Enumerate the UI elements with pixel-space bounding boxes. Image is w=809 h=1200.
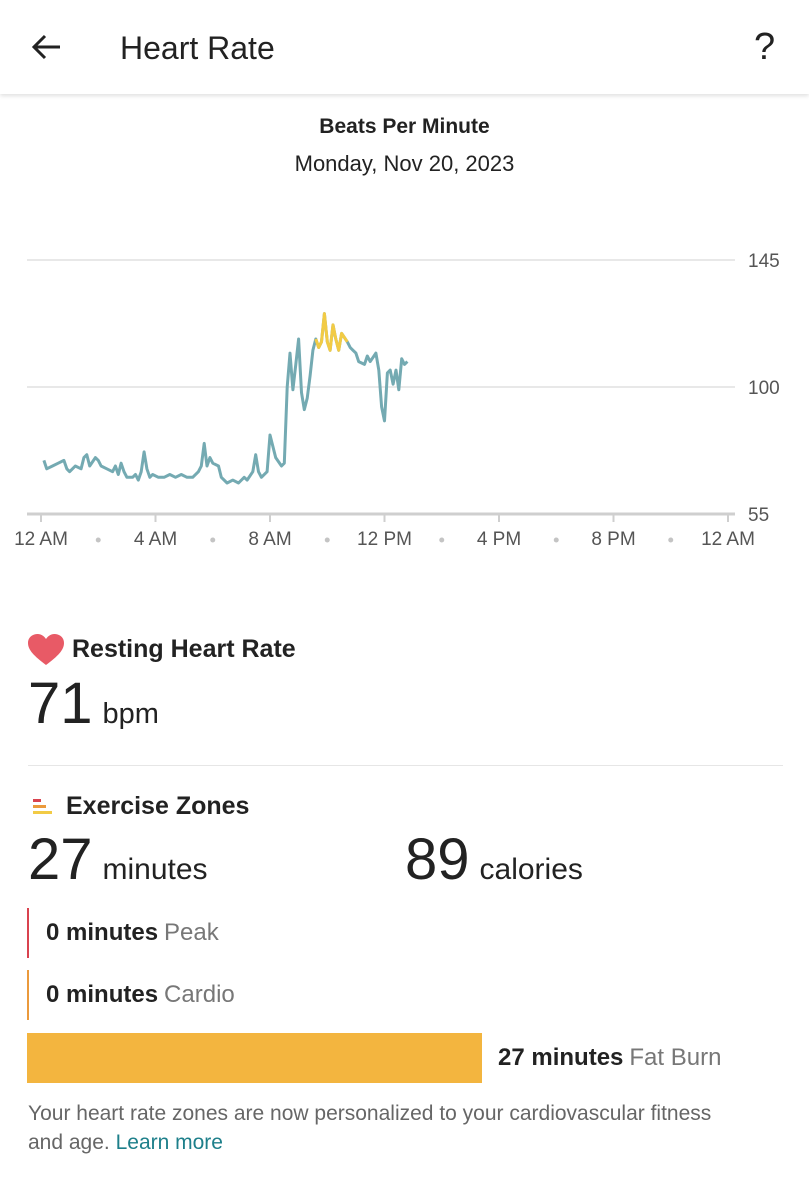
zone-minutes-value: 0 xyxy=(46,981,60,1008)
resting-title: Resting Heart Rate xyxy=(72,635,296,663)
minor-dot xyxy=(324,537,330,543)
resting-value: 71 bpm xyxy=(28,670,159,737)
zone-calories: 89 calories xyxy=(405,826,583,893)
total-minutes: 27 xyxy=(28,827,93,892)
resting-bpm: 71 xyxy=(28,671,93,736)
zone-minutes: 27 minutes xyxy=(28,826,208,893)
zone-minutes-unit: minutes xyxy=(66,919,159,946)
y-tick-label: 55 xyxy=(748,505,769,526)
x-tick-label: 8 PM xyxy=(591,529,636,550)
heart-rate-line xyxy=(314,312,349,352)
y-tick-label: 100 xyxy=(748,378,780,399)
x-tick-label: 12 AM xyxy=(701,529,755,550)
zone-name: Peak xyxy=(164,919,219,946)
zone-minutes-value: 27 xyxy=(498,1044,525,1071)
zone-row: 0 minutes Cardio xyxy=(27,970,235,1020)
calories-unit: calories xyxy=(479,853,583,886)
minor-dot xyxy=(668,537,674,543)
zone-minutes: 27 minutes xyxy=(498,1044,623,1072)
zone-row: 0 minutes Peak xyxy=(27,908,219,958)
heart-rate-line xyxy=(42,312,409,485)
minor-dot xyxy=(210,537,216,543)
footer-text: Your heart rate zones are now personaliz… xyxy=(28,1102,712,1154)
minor-dot xyxy=(95,537,101,543)
zone-minutes-unit: minutes xyxy=(531,1044,624,1071)
divider xyxy=(28,765,783,766)
chart: 55 100 145 xyxy=(27,251,780,543)
heart-icon xyxy=(28,634,64,665)
zone-row: 27 minutes Fat Burn xyxy=(27,1033,721,1083)
app-bar: Heart Rate ? xyxy=(0,0,809,94)
x-tick-label: 12 PM xyxy=(357,529,412,550)
help-button[interactable]: ? xyxy=(754,26,776,68)
zone-bar xyxy=(27,1033,482,1083)
chart-subtitle: Monday, Nov 20, 2023 xyxy=(294,151,515,176)
resting-unit: bpm xyxy=(102,698,159,730)
zone-minutes-value: 0 xyxy=(46,919,60,946)
zone-minutes-unit: minutes xyxy=(66,981,159,1008)
zone-bar xyxy=(27,970,29,1020)
zone-bar xyxy=(27,908,29,958)
y-tick-label: 145 xyxy=(748,251,780,272)
zone-name: Fat Burn xyxy=(629,1044,722,1071)
zone-name: Cardio xyxy=(164,981,235,1008)
zones-title: Exercise Zones xyxy=(66,792,250,820)
x-tick-label: 12 AM xyxy=(14,529,68,550)
x-tick-label: 4 AM xyxy=(133,529,178,550)
x-tick-label: 8 AM xyxy=(248,529,292,550)
zones-icon xyxy=(33,799,52,814)
footer: Your heart rate zones are now personaliz… xyxy=(28,1099,748,1157)
zone-minutes: 0 minutes xyxy=(46,981,158,1009)
back-button[interactable] xyxy=(30,32,64,62)
minor-dot xyxy=(553,537,559,543)
chart-title: Beats Per Minute xyxy=(319,115,490,138)
learn-more-link[interactable]: Learn more xyxy=(115,1131,223,1154)
minutes-unit: minutes xyxy=(102,853,208,886)
x-tick-label: 4 PM xyxy=(476,529,522,550)
page-title: Heart Rate xyxy=(120,30,275,66)
total-calories: 89 xyxy=(405,827,470,892)
zone-minutes: 0 minutes xyxy=(46,919,158,947)
minor-dot xyxy=(439,537,445,543)
